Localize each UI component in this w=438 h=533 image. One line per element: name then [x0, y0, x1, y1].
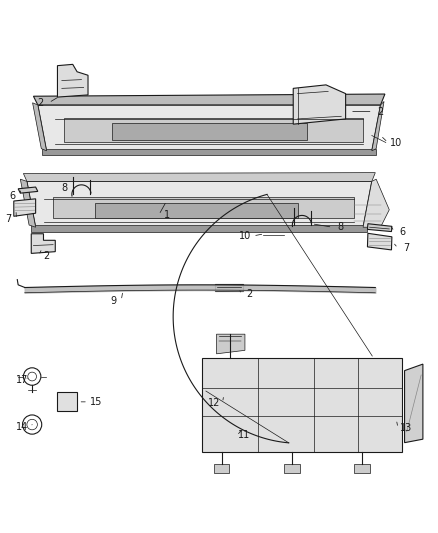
Polygon shape — [367, 233, 392, 250]
Polygon shape — [214, 464, 230, 473]
Polygon shape — [31, 234, 55, 253]
Text: 13: 13 — [400, 423, 412, 433]
Text: 8: 8 — [61, 183, 67, 193]
Polygon shape — [33, 94, 385, 105]
Text: 11: 11 — [238, 431, 251, 440]
Text: 9: 9 — [110, 296, 117, 305]
Text: 10: 10 — [239, 231, 251, 241]
Polygon shape — [284, 464, 300, 473]
Polygon shape — [64, 118, 363, 142]
Text: 7: 7 — [5, 214, 12, 224]
Polygon shape — [372, 101, 384, 151]
Text: 6: 6 — [399, 227, 406, 237]
Polygon shape — [23, 173, 375, 181]
Text: 8: 8 — [337, 222, 343, 232]
Text: 2: 2 — [378, 107, 384, 117]
Polygon shape — [42, 149, 376, 155]
Polygon shape — [57, 64, 88, 97]
Polygon shape — [38, 105, 381, 151]
Text: 14: 14 — [16, 422, 28, 432]
Circle shape — [297, 96, 302, 100]
Polygon shape — [31, 225, 367, 231]
Text: 17: 17 — [15, 375, 28, 385]
Polygon shape — [354, 464, 370, 473]
Polygon shape — [95, 203, 297, 219]
Polygon shape — [367, 224, 392, 231]
Polygon shape — [53, 197, 354, 219]
Polygon shape — [215, 284, 243, 291]
Polygon shape — [27, 181, 372, 227]
Polygon shape — [363, 179, 389, 227]
Polygon shape — [18, 187, 38, 193]
Polygon shape — [216, 334, 245, 354]
Text: 2: 2 — [247, 289, 253, 300]
Polygon shape — [201, 358, 403, 452]
Polygon shape — [405, 364, 423, 443]
Text: 2: 2 — [38, 98, 44, 108]
Polygon shape — [112, 123, 307, 140]
Polygon shape — [32, 103, 46, 151]
Text: 10: 10 — [390, 138, 402, 148]
Text: 2: 2 — [43, 251, 49, 261]
Circle shape — [297, 118, 302, 123]
Text: 1: 1 — [163, 210, 170, 220]
Text: 12: 12 — [208, 398, 221, 408]
Polygon shape — [20, 179, 35, 227]
Polygon shape — [293, 85, 346, 124]
Text: 6: 6 — [10, 191, 16, 201]
Text: 7: 7 — [403, 243, 409, 253]
Polygon shape — [14, 199, 35, 216]
Polygon shape — [57, 392, 77, 411]
Text: 15: 15 — [90, 397, 102, 407]
